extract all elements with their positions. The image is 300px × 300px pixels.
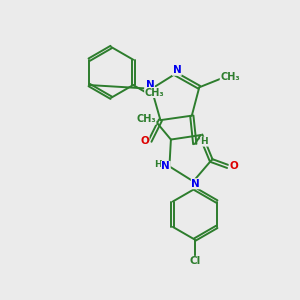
- Text: N: N: [172, 65, 181, 75]
- Text: H: H: [154, 160, 162, 169]
- Text: N: N: [191, 179, 200, 189]
- Text: CH₃: CH₃: [220, 72, 240, 82]
- Text: CH₃: CH₃: [136, 114, 156, 124]
- Text: CH₃: CH₃: [145, 88, 164, 98]
- Text: O: O: [140, 136, 149, 146]
- Text: Cl: Cl: [189, 256, 200, 266]
- Text: N: N: [161, 161, 170, 171]
- Text: O: O: [229, 161, 238, 171]
- Text: H: H: [200, 137, 208, 146]
- Text: N: N: [146, 80, 154, 90]
